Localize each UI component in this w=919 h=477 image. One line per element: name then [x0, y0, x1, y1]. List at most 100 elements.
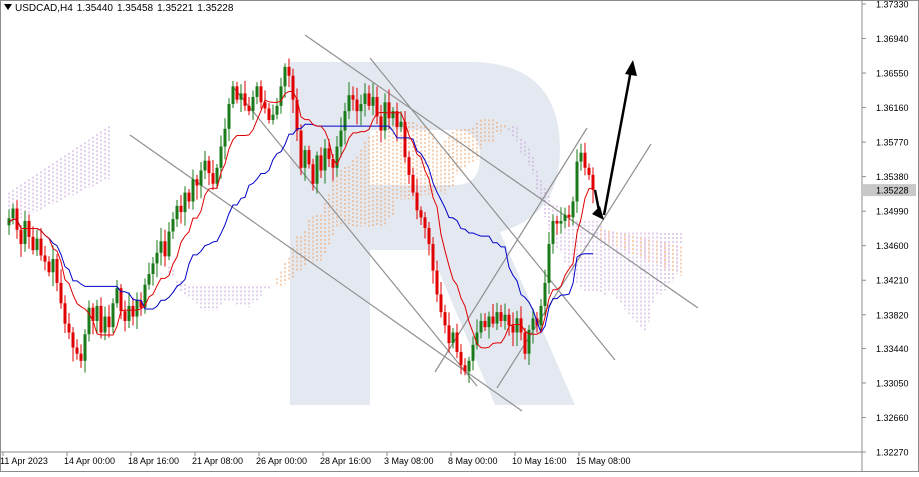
- candle-body: [455, 332, 459, 352]
- candle-body: [567, 214, 571, 218]
- forecast-arrowhead-up: [625, 60, 637, 76]
- time-tick-label: 11 Apr 2023: [0, 456, 48, 466]
- candle-body: [83, 334, 87, 361]
- time-tick-label: 28 Apr 16:00: [320, 456, 371, 466]
- time-tick-label: 21 Apr 08:00: [192, 456, 243, 466]
- candle-body: [179, 205, 183, 213]
- candle-body: [415, 192, 419, 211]
- trend-lines: [129, 34, 699, 412]
- candle-body: [571, 201, 575, 218]
- candle-body: [503, 314, 507, 321]
- candle-body: [547, 243, 551, 283]
- candle-body: [283, 66, 287, 87]
- candle-body: [347, 95, 351, 112]
- candle-body: [11, 208, 15, 219]
- candle-body: [79, 353, 83, 361]
- candle-body: [67, 323, 71, 333]
- time-axis: 11 Apr 2023 14 Apr 00:00 18 Apr 16:00 21 Ap…: [0, 451, 862, 466]
- close-value: 1.35228: [197, 3, 234, 14]
- candle-body: [147, 274, 151, 285]
- current-price-box: [862, 184, 916, 197]
- candle-body: [479, 320, 483, 333]
- candle-body: [43, 255, 47, 262]
- candle-body: [227, 104, 231, 129]
- ichimoku-cloud: [8, 112, 682, 333]
- candle-body: [339, 130, 343, 147]
- time-tick-label: 14 Apr 00:00: [64, 456, 115, 466]
- candle-body: [167, 231, 171, 257]
- candle-body: [527, 329, 531, 354]
- candle-body: [387, 102, 391, 119]
- candle-body: [95, 305, 99, 321]
- candle-body: [399, 121, 403, 128]
- candle-body: [207, 160, 211, 174]
- candle-body: [267, 108, 271, 120]
- time-tick-label: 18 Apr 16:00: [128, 456, 179, 466]
- candlesticks: [7, 58, 595, 383]
- candle-body: [203, 160, 207, 171]
- price-tick-label: 1.35380: [876, 172, 909, 182]
- candle-body: [263, 102, 267, 109]
- candle-body: [435, 270, 439, 295]
- candle-body: [575, 161, 579, 202]
- candle-body: [331, 158, 335, 168]
- candle-body: [403, 121, 407, 158]
- trend-line: [369, 57, 616, 361]
- candle-body: [215, 167, 219, 184]
- trend-line: [304, 34, 699, 309]
- candle-body: [311, 164, 315, 184]
- candle-body: [75, 347, 79, 354]
- candle-body: [275, 105, 279, 115]
- candle-body: [163, 241, 167, 257]
- time-tick-label: 10 May 16:00: [512, 456, 567, 466]
- candle-body: [523, 332, 527, 354]
- kijun-line: [8, 123, 593, 334]
- candle-body: [71, 332, 75, 348]
- candle-body: [375, 96, 379, 117]
- candle-body: [139, 300, 143, 308]
- forecast-arrowhead-down: [592, 206, 604, 220]
- candle-body: [63, 303, 67, 324]
- candle-body: [235, 86, 239, 100]
- candle-body: [539, 305, 543, 326]
- candle-body: [443, 312, 447, 326]
- candle-body: [291, 75, 295, 100]
- candle-body: [439, 294, 443, 313]
- candle-body: [511, 325, 515, 333]
- candle-body: [319, 155, 323, 171]
- candle-body: [199, 170, 203, 186]
- time-tick-label: 26 Apr 00:00: [256, 456, 307, 466]
- candle-body: [143, 284, 147, 308]
- candle-body: [363, 93, 367, 105]
- dropdown-triangle-icon[interactable]: [4, 4, 12, 10]
- candle-body: [407, 157, 411, 175]
- candle-body: [187, 192, 191, 202]
- indicator-lines: [8, 91, 594, 349]
- time-tick-label: 15 May 08:00: [576, 456, 631, 466]
- candle-body: [591, 174, 595, 190]
- candle-body: [195, 179, 199, 186]
- candle-body: [323, 148, 327, 171]
- price-tick-label: 1.36550: [876, 69, 909, 79]
- trend-line: [434, 127, 588, 373]
- candle-body: [335, 146, 339, 168]
- candle-body: [87, 307, 91, 335]
- candle-body: [119, 288, 123, 312]
- low-value: 1.35221: [157, 3, 194, 14]
- candle-body: [127, 305, 131, 321]
- candle-body: [219, 146, 223, 168]
- candle-body: [175, 205, 179, 220]
- candle-body: [483, 320, 487, 328]
- candle-body: [499, 312, 503, 321]
- candle-body: [371, 96, 375, 106]
- candle-body: [447, 325, 451, 344]
- price-tick-label: 1.34210: [876, 276, 909, 286]
- candle-body: [431, 243, 435, 271]
- candle-body: [551, 220, 555, 244]
- symbol-label: USDCAD,H4: [15, 3, 73, 14]
- price-tick-label: 1.33440: [876, 344, 909, 354]
- trend-line: [496, 143, 652, 389]
- candle-body: [379, 116, 383, 131]
